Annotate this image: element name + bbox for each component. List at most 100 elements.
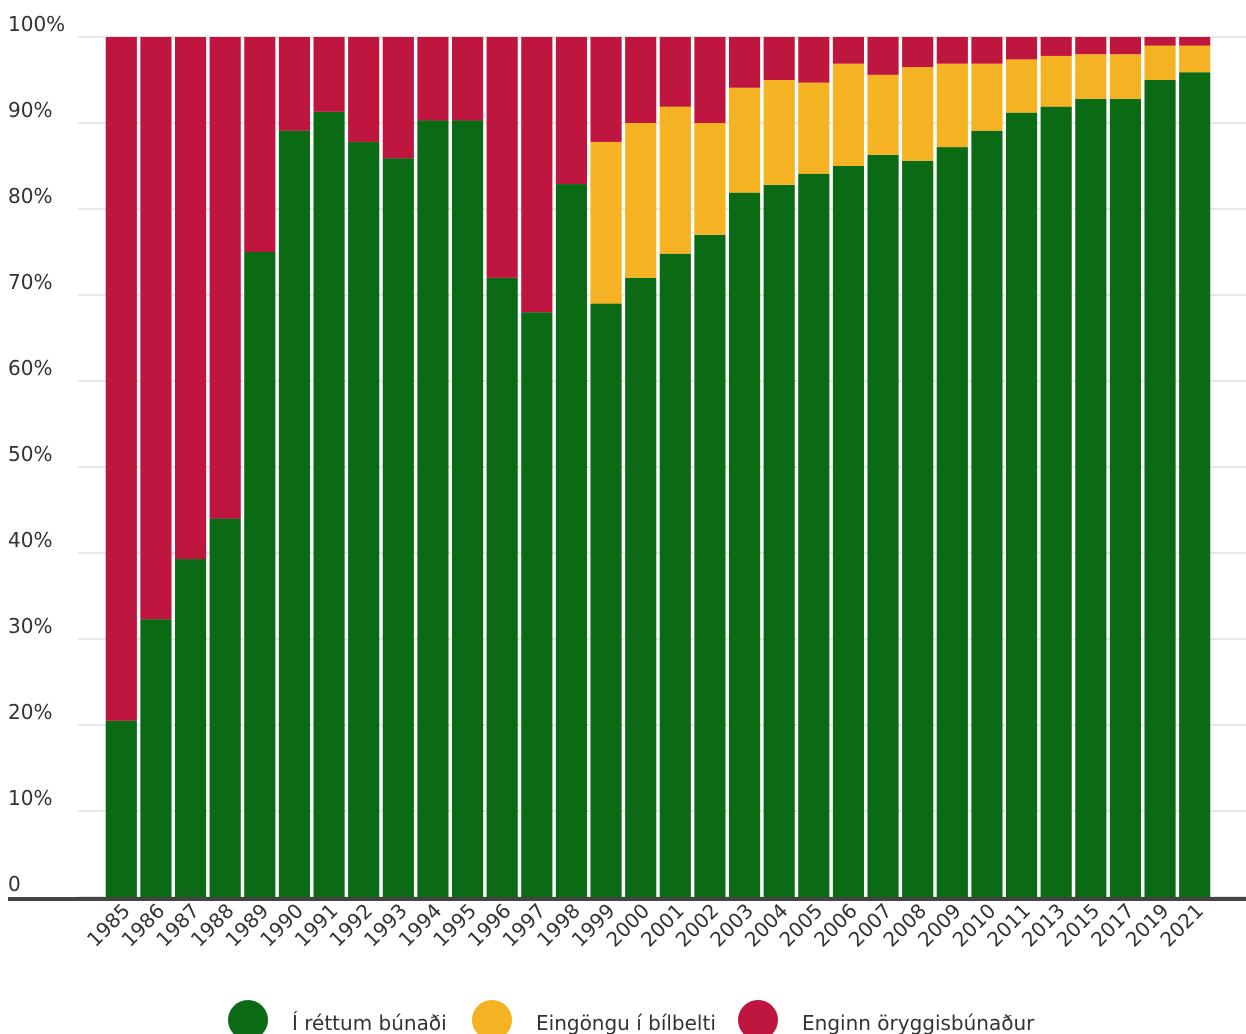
bar-segment: [417, 37, 449, 121]
bar-segment: [1179, 72, 1211, 897]
bar-segment: [1005, 59, 1038, 113]
bar-segment: [1144, 80, 1176, 897]
bar-segment: [1109, 98, 1142, 898]
bar-segment: [867, 74, 899, 155]
bar-segment: [1144, 45, 1176, 80]
bar-segment: [174, 37, 207, 560]
bar-segment: [1005, 37, 1038, 60]
bar-segment: [555, 184, 588, 897]
bar-segment: [1075, 98, 1107, 898]
bar-segment: [936, 63, 968, 148]
bar-segment: [694, 37, 726, 123]
y-tick-label: 40%: [8, 528, 52, 552]
bar-segment: [313, 111, 345, 897]
bar-segment: [1075, 54, 1107, 99]
bar-segment: [728, 87, 761, 193]
y-tick-label: 30%: [8, 614, 52, 638]
bar-segment: [902, 67, 934, 161]
bar-segment: [140, 37, 172, 620]
bar-segment: [1075, 37, 1107, 55]
y-tick-label: 100%: [8, 12, 65, 36]
bar-segment: [763, 80, 795, 185]
bar-segment: [1144, 37, 1176, 46]
bar-segment: [382, 37, 414, 159]
y-tick-label: 20%: [8, 700, 52, 724]
y-tick-label: 0: [8, 872, 21, 896]
bar-segment: [105, 720, 137, 897]
bar-segment: [105, 37, 137, 721]
bar-segment: [1179, 37, 1211, 46]
bar-segment: [278, 130, 311, 898]
bar-segment: [590, 303, 622, 898]
bar-segment: [625, 37, 657, 123]
bar-segment: [348, 37, 380, 142]
y-tick-label: 10%: [8, 786, 52, 810]
legend-marker: [228, 1000, 268, 1034]
bar-segment: [625, 123, 657, 278]
y-tick-label: 60%: [8, 356, 52, 380]
bar-segment: [1109, 37, 1142, 55]
bar-segment: [867, 154, 899, 897]
bar-segment: [451, 37, 484, 121]
bar-segment: [763, 184, 795, 898]
bar-segment: [902, 160, 934, 898]
bar-segment: [694, 123, 726, 235]
bar-segment: [451, 120, 484, 898]
legend-label: Í réttum búnaði: [292, 1011, 447, 1034]
bar-segment: [486, 37, 518, 278]
bar-segment: [348, 141, 380, 898]
bar-segment: [625, 277, 657, 897]
bar-segment: [936, 147, 968, 897]
bar-segment: [728, 192, 761, 897]
legend-label: Eingöngu í bílbelti: [536, 1011, 716, 1034]
bar-segment: [1040, 106, 1072, 897]
bar-segment: [798, 82, 830, 174]
bar-segment: [1040, 55, 1072, 107]
bar-segment: [486, 277, 518, 897]
bar-segment: [659, 253, 691, 898]
bar-segment: [832, 63, 865, 166]
y-tick-label: 70%: [8, 270, 52, 294]
bar-segment: [832, 166, 865, 897]
bar-segment: [521, 37, 553, 313]
bar-segment: [971, 63, 1003, 131]
bar-segment: [971, 130, 1003, 898]
bar-segment: [728, 37, 761, 88]
y-tick-label: 50%: [8, 442, 52, 466]
bar-segment: [659, 37, 691, 107]
bar-segment: [971, 37, 1003, 64]
bar-segment: [209, 518, 241, 897]
bar-segment: [590, 141, 622, 304]
bar-segment: [140, 619, 172, 897]
bar-segment: [244, 37, 276, 252]
bar-segment: [1109, 54, 1142, 99]
bar-segment: [313, 37, 345, 112]
bar-segment: [174, 559, 207, 897]
bar-segment: [798, 173, 830, 898]
bar-segment: [1040, 37, 1072, 56]
bar-segment: [763, 37, 795, 80]
bar-segment: [936, 37, 968, 64]
bar-segment: [798, 37, 830, 83]
legend-marker: [472, 1000, 512, 1034]
bar-segment: [1005, 112, 1038, 898]
bar-segment: [902, 37, 934, 68]
legend-label: Enginn öryggisbúnaður: [802, 1011, 1035, 1034]
bar-segment: [278, 37, 311, 131]
legend-marker: [738, 1000, 778, 1034]
bar-segment: [417, 120, 449, 898]
bar-segment: [209, 37, 241, 519]
bar-segment: [694, 234, 726, 898]
bar-segment: [244, 252, 276, 897]
bar-segment: [590, 37, 622, 142]
bar-segment: [832, 37, 865, 64]
y-tick-label: 80%: [8, 184, 52, 208]
bar-segment: [1179, 45, 1211, 73]
bar-segment: [659, 106, 691, 254]
bar-segment: [555, 37, 588, 185]
bar-segment: [382, 158, 414, 897]
bar-segment: [867, 37, 899, 75]
y-tick-label: 90%: [8, 98, 52, 122]
bar-segment: [521, 312, 553, 897]
